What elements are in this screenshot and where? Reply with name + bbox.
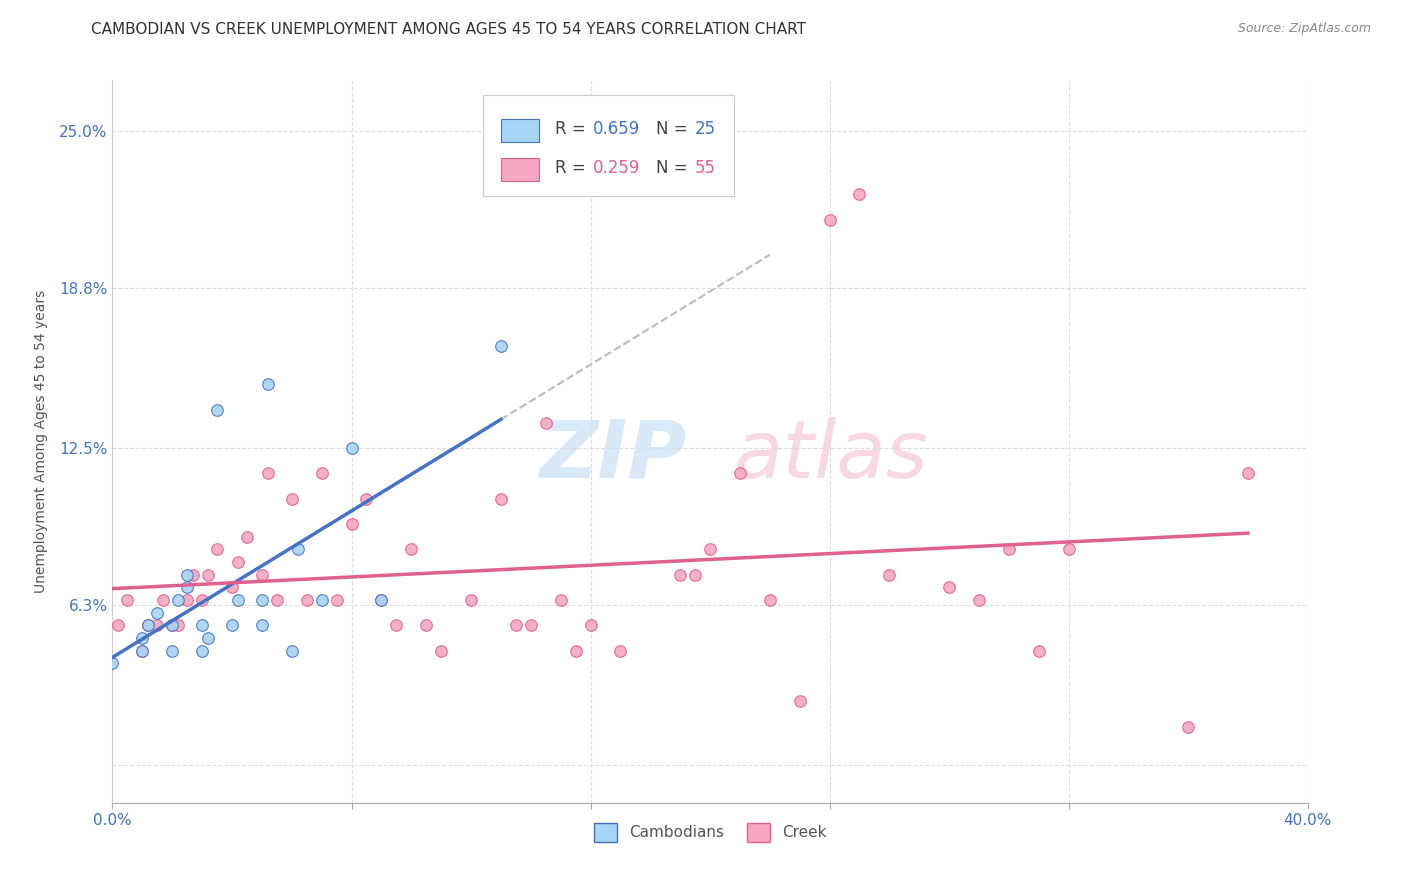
Point	[579, 618, 602, 632]
Point	[257, 467, 280, 481]
Point	[146, 606, 169, 620]
Text: N =: N =	[657, 160, 693, 178]
Text: 0.259: 0.259	[593, 160, 640, 178]
Point	[162, 643, 183, 657]
Point	[250, 593, 273, 607]
Point	[550, 593, 572, 607]
Point	[564, 643, 586, 657]
Text: 25: 25	[695, 120, 716, 138]
Text: ZIP: ZIP	[538, 417, 686, 495]
Point	[1237, 467, 1260, 481]
Point	[430, 643, 453, 657]
Y-axis label: Unemployment Among Ages 45 to 54 years: Unemployment Among Ages 45 to 54 years	[34, 290, 48, 593]
Point	[728, 467, 751, 481]
Point	[415, 618, 437, 632]
Point	[848, 187, 870, 202]
Point	[181, 567, 204, 582]
Point	[226, 593, 249, 607]
Point	[176, 593, 198, 607]
Point	[221, 580, 243, 594]
Point	[1028, 643, 1050, 657]
Point	[167, 593, 190, 607]
Point	[152, 593, 174, 607]
Point	[534, 416, 557, 430]
Point	[221, 618, 243, 632]
Point	[998, 542, 1021, 557]
Point	[1057, 542, 1080, 557]
Point	[287, 542, 309, 557]
Point	[191, 618, 214, 632]
Point	[295, 593, 318, 607]
Text: 0.659: 0.659	[593, 120, 640, 138]
Point	[938, 580, 960, 594]
Point	[146, 618, 169, 632]
Point	[1177, 720, 1199, 734]
Point	[669, 567, 692, 582]
Point	[236, 530, 259, 544]
Point	[520, 618, 543, 632]
Point	[138, 618, 160, 632]
Text: N =: N =	[657, 120, 693, 138]
Text: Source: ZipAtlas.com: Source: ZipAtlas.com	[1237, 22, 1371, 36]
Point	[205, 402, 228, 417]
Point	[401, 542, 423, 557]
Point	[191, 643, 214, 657]
Point	[609, 643, 631, 657]
Text: 55: 55	[695, 160, 716, 178]
Point	[356, 491, 378, 506]
Point	[197, 567, 219, 582]
Point	[205, 542, 228, 557]
Point	[250, 567, 273, 582]
Point	[340, 516, 363, 531]
Text: R =: R =	[554, 120, 591, 138]
Point	[107, 618, 129, 632]
Point	[101, 657, 124, 671]
Point	[131, 643, 153, 657]
Legend: Cambodians, Creek: Cambodians, Creek	[586, 815, 834, 849]
Point	[370, 593, 392, 607]
Point	[683, 567, 706, 582]
Point	[489, 491, 512, 506]
Point	[281, 491, 304, 506]
FancyBboxPatch shape	[484, 95, 734, 196]
Point	[699, 542, 721, 557]
Point	[197, 631, 219, 645]
Point	[385, 618, 408, 632]
Point	[789, 694, 811, 708]
Point	[759, 593, 782, 607]
Point	[167, 618, 190, 632]
Text: CAMBODIAN VS CREEK UNEMPLOYMENT AMONG AGES 45 TO 54 YEARS CORRELATION CHART: CAMBODIAN VS CREEK UNEMPLOYMENT AMONG AG…	[91, 22, 807, 37]
Point	[266, 593, 288, 607]
Point	[162, 618, 183, 632]
Point	[138, 618, 160, 632]
Point	[117, 593, 139, 607]
Point	[370, 593, 392, 607]
Point	[176, 580, 198, 594]
Point	[340, 441, 363, 455]
Point	[460, 593, 482, 607]
Point	[257, 377, 280, 392]
Point	[250, 618, 273, 632]
Point	[489, 339, 512, 353]
Bar	[501, 119, 538, 142]
Point	[162, 618, 183, 632]
Point	[226, 555, 249, 569]
Bar	[501, 158, 538, 181]
Point	[281, 643, 304, 657]
Point	[818, 212, 841, 227]
Point	[967, 593, 990, 607]
Text: atlas: atlas	[734, 417, 929, 495]
Text: R =: R =	[554, 160, 591, 178]
Point	[131, 631, 153, 645]
Point	[325, 593, 347, 607]
Point	[191, 593, 214, 607]
Point	[176, 567, 198, 582]
Point	[311, 593, 333, 607]
Point	[505, 618, 527, 632]
Point	[311, 467, 333, 481]
Point	[879, 567, 901, 582]
Point	[131, 643, 153, 657]
